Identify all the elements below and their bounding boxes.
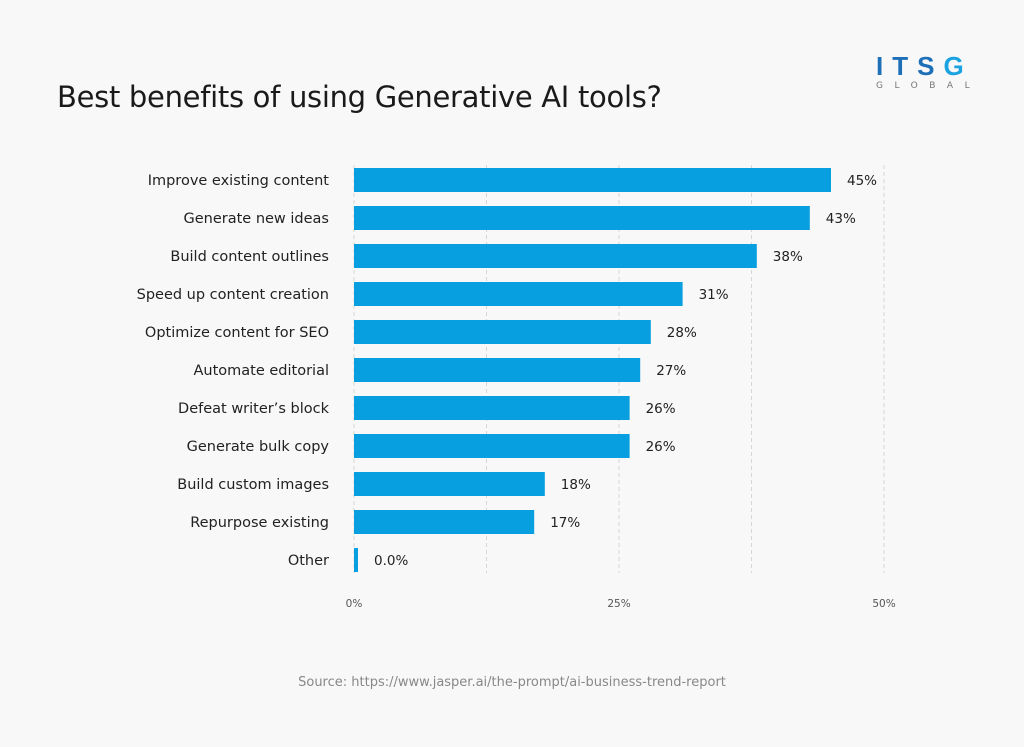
category-label: Repurpose existing (190, 515, 329, 531)
category-label: Generate bulk copy (187, 439, 330, 455)
data-label: 43% (826, 211, 856, 227)
bar (354, 282, 683, 306)
bar (354, 206, 810, 230)
bar (354, 244, 757, 268)
data-label: 38% (773, 249, 803, 265)
data-label: 0.0% (374, 553, 408, 569)
logo-wordmark: ITSG (876, 51, 981, 81)
bar (354, 168, 831, 192)
bar (354, 358, 641, 382)
data-label: 31% (699, 287, 729, 303)
bar (354, 510, 535, 534)
category-label: Other (288, 553, 329, 569)
category-label: Automate editorial (193, 363, 329, 379)
chart-title: Best benefits of using Generative AI too… (57, 80, 662, 114)
data-label: 18% (561, 477, 591, 493)
data-label: 28% (667, 325, 697, 341)
bar (354, 434, 630, 458)
data-label: 26% (646, 401, 676, 417)
logo-dark-part: ITS (876, 51, 944, 81)
logo-subtitle: GLOBAL (876, 81, 982, 91)
bar (354, 320, 651, 344)
category-label: Speed up content creation (137, 287, 329, 303)
data-label: 27% (656, 363, 686, 379)
category-label: Improve existing content (148, 173, 330, 189)
bar (354, 472, 545, 496)
x-tick-label: 0% (346, 598, 363, 610)
category-label: Generate new ideas (183, 211, 329, 227)
bar (354, 548, 358, 572)
x-tick-label: 50% (872, 598, 895, 610)
source-note: Source: https://www.jasper.ai/the-prompt… (298, 675, 726, 690)
data-label: 45% (847, 173, 877, 189)
data-label: 26% (646, 439, 676, 455)
category-label: Optimize content for SEO (145, 325, 329, 341)
data-label: 17% (550, 515, 580, 531)
category-label: Build content outlines (170, 249, 329, 265)
itsg-logo: ITSG GLOBAL (876, 51, 982, 91)
category-label: Defeat writer’s block (178, 401, 330, 417)
bar (354, 396, 630, 420)
logo-light-part: G (943, 51, 973, 81)
x-tick-label: 25% (607, 598, 630, 610)
category-label: Build custom images (177, 477, 329, 493)
